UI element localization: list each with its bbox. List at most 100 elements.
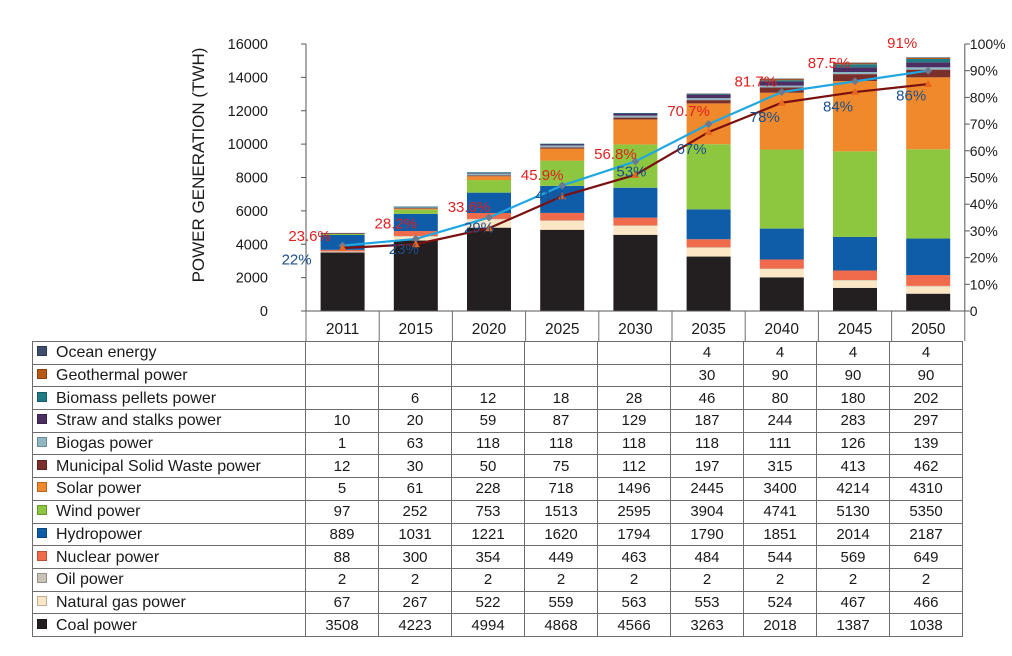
table-cell: 2 [524, 567, 598, 592]
bar-straw-and-stalks-power [540, 143, 585, 146]
share-label-blue: 84% [823, 98, 853, 115]
table-cell: 297 [889, 409, 963, 433]
y-tick-label: 0 [260, 304, 268, 320]
bar-wind-power [393, 209, 438, 214]
table-cell: 1496 [597, 477, 671, 501]
table-cell: 197 [670, 454, 744, 479]
table-cell: 90 [816, 363, 890, 388]
y-tick-label: 8000 [236, 171, 268, 187]
table-cell: 3904 [670, 499, 744, 524]
table-cell: 59 [451, 409, 525, 433]
bar-geothermal-power [833, 62, 877, 65]
legend-label: Nuclear power [56, 548, 160, 566]
table-cell: 180 [816, 386, 890, 411]
table-cell: 283 [816, 409, 890, 433]
y-tick-label: 4000 [236, 237, 268, 253]
bar-hydropower [393, 213, 438, 232]
table-cell [305, 386, 379, 411]
bar-biogas-power [686, 98, 731, 101]
line-marker [704, 120, 713, 129]
table-cell: 90 [889, 363, 963, 388]
bar-solar-power [393, 208, 438, 210]
table-cell: 4223 [378, 613, 452, 637]
table-cell: 354 [451, 545, 525, 569]
table-cell: 30 [670, 363, 744, 388]
x-tick-label: 2025 [545, 321, 579, 338]
bar-hydropower [906, 238, 951, 276]
table-cell: 118 [524, 431, 598, 456]
table-cell: 1794 [597, 522, 671, 547]
legend-label: Biogas power [56, 435, 153, 453]
y2-tick-label: 20% [970, 250, 998, 266]
y-tick-label: 14000 [228, 70, 268, 86]
bar-biogas-power [467, 173, 511, 176]
bar-wind-power [467, 180, 511, 193]
bar-wind-power [759, 149, 804, 229]
y2-tick-label: 30% [970, 223, 998, 239]
legend-label: Municipal Solid Waste power [56, 457, 261, 475]
table-row: Oil power 2 2 2 2 2 2 2 2 2 [32, 567, 963, 592]
table-cell: 4868 [524, 613, 598, 637]
table-cell: 90 [743, 363, 817, 388]
table-cell: 112 [597, 454, 671, 479]
share-label-red: 28.2% [375, 215, 418, 232]
table-row: Biomass pellets power 6 12 18 28 46 80 180 202 [32, 386, 963, 411]
x-tick-label: 2045 [838, 321, 872, 338]
table-cell: 462 [889, 454, 963, 479]
table-cell: 187 [670, 409, 744, 433]
y-tick-label: 16000 [228, 37, 268, 53]
bar-coal-power [467, 227, 511, 311]
table-cell [451, 363, 525, 388]
table-cell: 1851 [743, 522, 817, 547]
data-table: Ocean energy 4 4 4 4 Geothermal power 30 90 90 90… [32, 341, 963, 637]
y2-tick-label: 80% [970, 89, 998, 105]
bar-biomass-pellets-power [759, 80, 804, 82]
table-row: Straw and stalks power 10 20 59 87 129 187 244 2… [32, 409, 963, 433]
table-cell: 413 [816, 454, 890, 479]
bar-nuclear-power [833, 270, 877, 281]
bar-straw-and-stalks-power [686, 95, 731, 99]
y2-tick-label: 70% [970, 116, 998, 132]
bar-ocean-energy [906, 57, 951, 59]
table-cell: 1513 [524, 499, 598, 524]
x-tick-label: 2020 [472, 321, 507, 338]
legend-label: Geothermal power [56, 367, 188, 385]
bar-ocean-energy [833, 62, 877, 64]
table-cell: 61 [378, 477, 452, 501]
table-cell: 718 [524, 477, 598, 501]
bar-nuclear-power [906, 275, 951, 286]
bar-nuclear-power [393, 231, 438, 237]
bar-coal-power [686, 256, 731, 311]
bar-straw-and-stalks-power [833, 67, 877, 73]
legend-swatch [37, 391, 47, 402]
bar-biomass-pellets-power [686, 94, 731, 96]
table-row: Coal power 3508 4223 4994 4868 4566 3263 2018 13… [32, 613, 963, 637]
table-cell: 267 [378, 590, 452, 615]
table-row: Municipal Solid Waste power 12 30 50 75 112 19… [32, 454, 963, 479]
table-cell: 63 [378, 431, 452, 456]
bar-oil-power [613, 225, 658, 226]
x-tick-label: 2040 [765, 321, 800, 338]
table-cell: 97 [305, 499, 379, 524]
table-cell: 202 [889, 386, 963, 411]
row-label: Municipal Solid Waste power [32, 454, 306, 479]
x-tick-label: 2050 [911, 321, 946, 338]
y2-tick-label: 100% [970, 36, 1006, 52]
legend-swatch [37, 527, 47, 538]
x-tick-label: 2011 [326, 321, 359, 338]
bar-municipal-solid-waste-power [393, 208, 438, 209]
legend-swatch [37, 573, 47, 584]
share-label-red: 23.6% [288, 228, 331, 245]
table-cell: 1790 [670, 522, 744, 547]
table-cell: 4 [670, 341, 744, 365]
share-label-blue: 29% [464, 220, 494, 237]
legend-swatch [37, 437, 47, 448]
line-marker [558, 192, 567, 200]
y2-tick-label: 10% [970, 276, 998, 292]
table-cell: 12 [451, 386, 525, 411]
table-row: Wind power 97 252 753 1513 2595 3904 4741 5130 53… [32, 499, 963, 524]
table-cell: 553 [670, 590, 744, 615]
table-cell: 2 [743, 567, 817, 592]
table-cell: 2595 [597, 499, 671, 524]
legend-swatch [37, 550, 47, 561]
